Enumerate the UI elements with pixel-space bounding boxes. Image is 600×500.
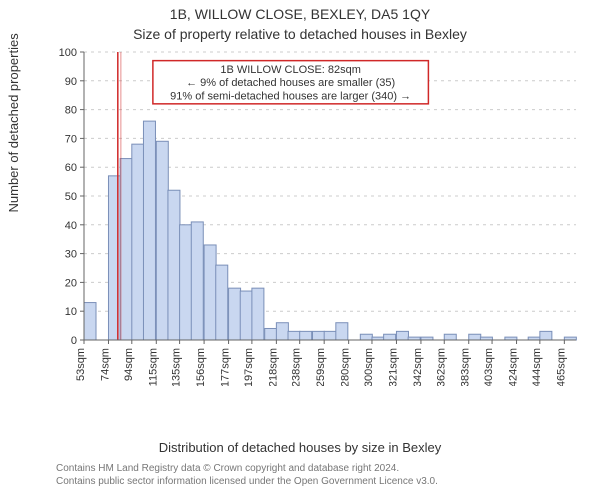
bar: [252, 288, 264, 340]
bar: [156, 141, 168, 340]
svg-text:90: 90: [65, 76, 77, 88]
bar: [444, 334, 456, 340]
svg-text:465sqm: 465sqm: [555, 348, 567, 386]
svg-text:70: 70: [65, 133, 77, 145]
bar: [143, 121, 155, 340]
bar: [84, 303, 96, 340]
svg-text:321sqm: 321sqm: [387, 348, 399, 386]
svg-text:74sqm: 74sqm: [99, 348, 111, 381]
bar: [120, 159, 132, 340]
svg-text:177sqm: 177sqm: [220, 348, 232, 386]
svg-text:10: 10: [65, 306, 77, 318]
bar: [191, 222, 203, 340]
bar: [265, 328, 277, 340]
bar: [240, 291, 252, 340]
svg-text:20: 20: [65, 277, 77, 289]
footer-line2: Contains public sector information licen…: [56, 475, 582, 488]
page-title-line1: 1B, WILLOW CLOSE, BEXLEY, DA5 1QY: [0, 6, 600, 22]
svg-text:342sqm: 342sqm: [412, 348, 424, 386]
svg-text:383sqm: 383sqm: [460, 348, 472, 386]
histogram-chart: 1B WILLOW CLOSE: 82sqm← 9% of detached h…: [56, 46, 582, 386]
bars: [84, 121, 576, 340]
bar: [216, 265, 228, 340]
page-title-line2: Size of property relative to detached ho…: [0, 26, 600, 42]
bar: [469, 334, 481, 340]
svg-text:362sqm: 362sqm: [435, 348, 447, 386]
svg-text:91% of semi-detached houses ar: 91% of semi-detached houses are larger (…: [170, 90, 411, 102]
svg-text:156sqm: 156sqm: [195, 348, 207, 386]
svg-text:238sqm: 238sqm: [291, 348, 303, 386]
svg-text:259sqm: 259sqm: [315, 348, 327, 386]
bar: [540, 331, 552, 340]
svg-text:53sqm: 53sqm: [75, 348, 87, 381]
footer-line1: Contains HM Land Registry data © Crown c…: [56, 462, 582, 475]
bar: [313, 331, 325, 340]
svg-text:197sqm: 197sqm: [243, 348, 255, 386]
x-axis-label: Distribution of detached houses by size …: [0, 440, 600, 455]
bar: [168, 190, 180, 340]
svg-text:135sqm: 135sqm: [171, 348, 183, 386]
bar: [229, 288, 241, 340]
bar: [396, 331, 408, 340]
svg-text:← 9% of detached houses are sm: ← 9% of detached houses are smaller (35): [186, 77, 395, 89]
svg-text:300sqm: 300sqm: [363, 348, 375, 386]
svg-text:94sqm: 94sqm: [123, 348, 135, 381]
footer: Contains HM Land Registry data © Crown c…: [56, 462, 582, 488]
bar: [204, 245, 216, 340]
bar: [324, 331, 336, 340]
bar: [360, 334, 372, 340]
annotation-box: 1B WILLOW CLOSE: 82sqm← 9% of detached h…: [153, 61, 429, 104]
bar: [276, 323, 288, 340]
svg-text:50: 50: [65, 191, 77, 203]
svg-text:280sqm: 280sqm: [340, 348, 352, 386]
svg-text:0: 0: [71, 335, 77, 347]
bar: [180, 225, 192, 340]
svg-text:40: 40: [65, 220, 77, 232]
svg-text:403sqm: 403sqm: [483, 348, 495, 386]
svg-text:80: 80: [65, 105, 77, 117]
x-tick-labels: 53sqm 74sqm 94sqm 115sqm 135sqm 156sqm 177sqm 1…: [75, 348, 567, 386]
bar: [108, 176, 120, 340]
svg-text:218sqm: 218sqm: [267, 348, 279, 386]
svg-text:444sqm: 444sqm: [531, 348, 543, 386]
svg-text:115sqm: 115sqm: [147, 348, 159, 386]
bar: [300, 331, 312, 340]
svg-text:30: 30: [65, 249, 77, 261]
svg-text:1B WILLOW CLOSE: 82sqm: 1B WILLOW CLOSE: 82sqm: [220, 64, 361, 76]
bar: [336, 323, 348, 340]
svg-text:424sqm: 424sqm: [508, 348, 520, 386]
bar: [384, 334, 396, 340]
y-axis-label: Number of detached properties: [6, 33, 21, 212]
bar: [132, 144, 144, 340]
y-tick-labels: 0 10 20 30 40 50 60 70 80 90 100: [59, 47, 77, 347]
svg-text:100: 100: [59, 47, 77, 59]
bar: [288, 331, 300, 340]
svg-text:60: 60: [65, 162, 77, 174]
